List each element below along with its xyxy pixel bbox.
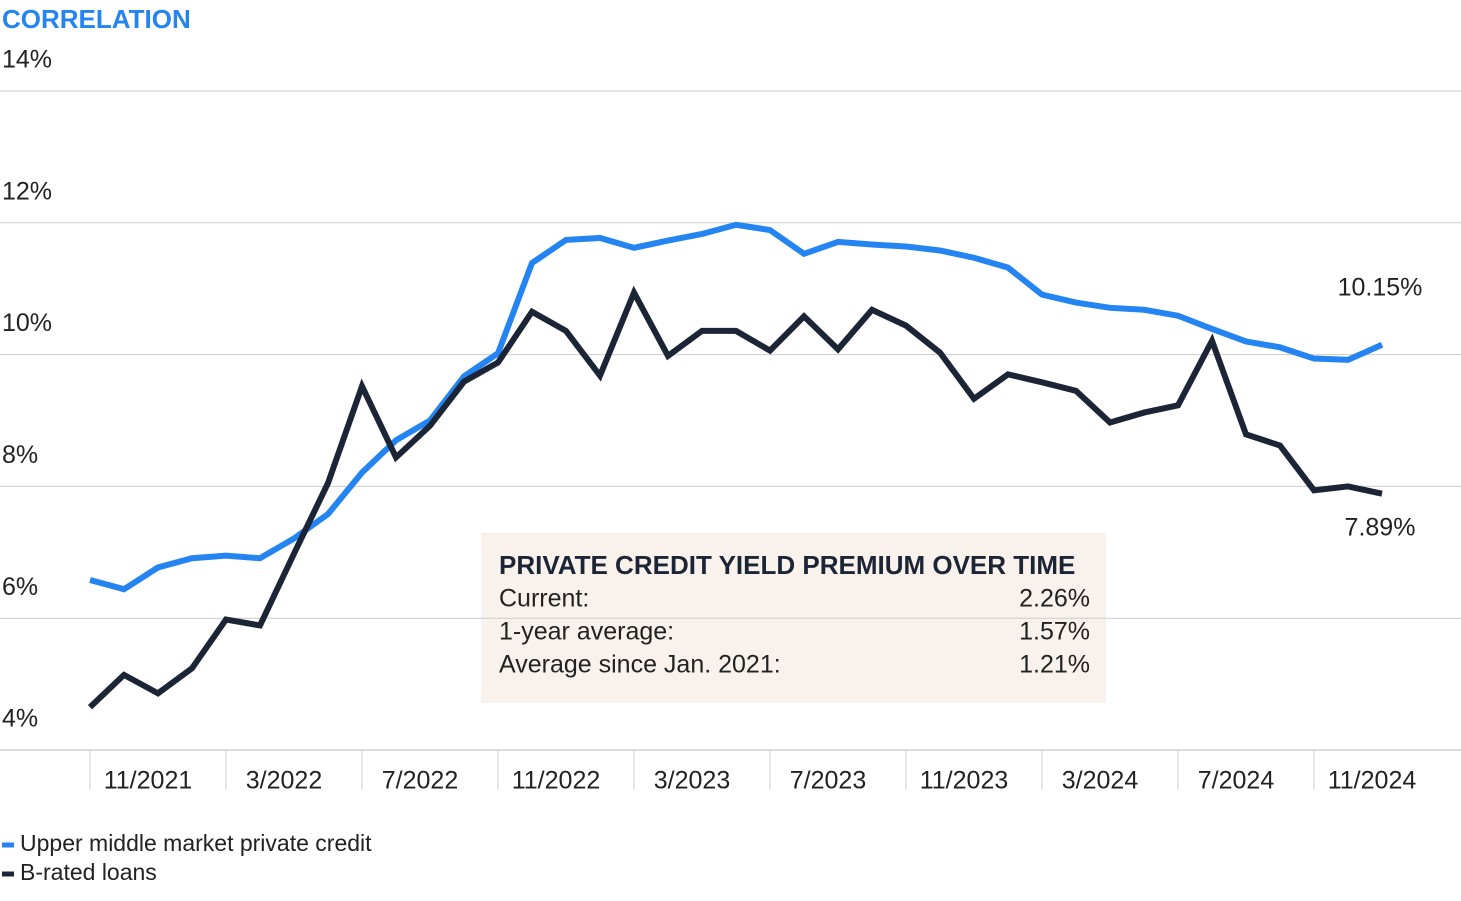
y-tick-label: 6% xyxy=(2,573,38,601)
x-tick-label: 11/2023 xyxy=(920,767,1009,795)
x-tick-label: 7/2024 xyxy=(1198,767,1275,795)
info-value: 1.57% xyxy=(1019,618,1090,646)
info-label: Average since Jan. 2021: xyxy=(499,651,781,679)
x-tick-label: 3/2024 xyxy=(1062,767,1139,795)
value-label: 10.15% xyxy=(1338,273,1423,301)
value-label: 7.89% xyxy=(1345,513,1416,541)
y-tick-label: 4% xyxy=(2,705,38,733)
y-tick-label: 8% xyxy=(2,441,38,469)
y-tick-label: 12% xyxy=(2,177,52,205)
x-tick-label: 3/2023 xyxy=(654,767,730,795)
chart-title: CORRELATION xyxy=(2,4,191,34)
x-tick-label: 3/2022 xyxy=(246,767,322,795)
y-tick-label: 14% xyxy=(2,46,52,74)
series-line xyxy=(87,285,1383,710)
info-label: 1-year average: xyxy=(499,618,674,646)
legend-label: B-rated loans xyxy=(20,859,157,885)
info-value: 1.21% xyxy=(1019,651,1090,679)
info-value: 2.26% xyxy=(1019,585,1090,613)
x-tick-label: 7/2023 xyxy=(790,767,866,795)
info-title: PRIVATE CREDIT YIELD PREMIUM OVER TIME xyxy=(499,550,1075,580)
x-tick-label: 11/2024 xyxy=(1328,767,1417,795)
legend-label: Upper middle market private credit xyxy=(20,830,372,856)
x-tick-label: 7/2022 xyxy=(382,767,458,795)
x-tick-label: 11/2022 xyxy=(512,767,601,795)
y-tick-label: 10% xyxy=(2,309,52,337)
x-tick-label: 11/2021 xyxy=(104,767,193,795)
info-label: Current: xyxy=(499,585,589,613)
